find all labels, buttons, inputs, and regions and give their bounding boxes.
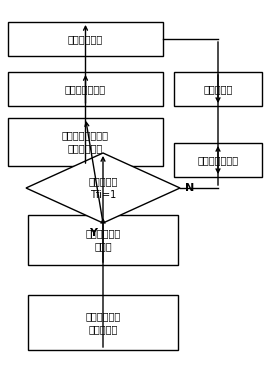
Text: 交流断路器动作: 交流断路器动作 <box>65 84 106 94</box>
Bar <box>8 72 163 106</box>
Bar <box>28 295 178 350</box>
Text: 继电器产生输
出信号: 继电器产生输 出信号 <box>85 228 121 252</box>
Bar <box>174 72 262 106</box>
Bar <box>174 143 262 177</box>
Polygon shape <box>26 153 180 223</box>
Text: 换流站正常运行: 换流站正常运行 <box>197 155 239 165</box>
Text: 换流站重启: 换流站重启 <box>203 84 233 94</box>
Text: 时序控制器
Tfi=1: 时序控制器 Tfi=1 <box>88 176 118 200</box>
Bar <box>8 22 163 56</box>
Text: 故障线路切断: 故障线路切断 <box>68 34 103 44</box>
Bar <box>28 215 178 265</box>
Bar <box>8 118 163 166</box>
Text: N: N <box>185 183 194 193</box>
Text: Y: Y <box>89 228 97 238</box>
Text: 电压电流传感
器数据采集: 电压电流传感 器数据采集 <box>85 311 121 334</box>
Text: 三相子模块旁路，
阻尼模块投入: 三相子模块旁路， 阻尼模块投入 <box>62 131 109 154</box>
